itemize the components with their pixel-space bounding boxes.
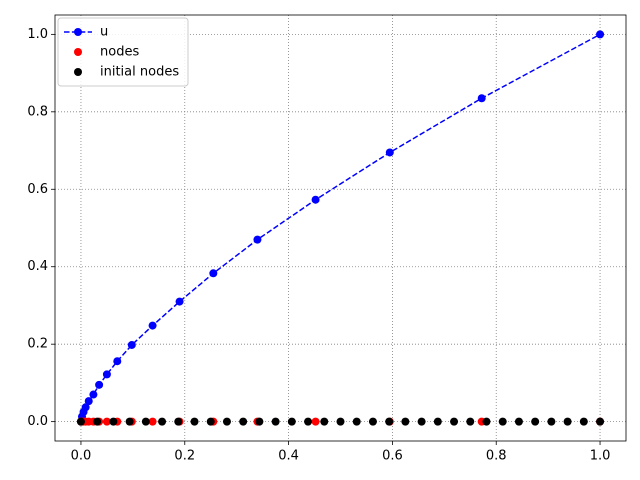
legend: u nodes initial nodes <box>57 17 189 87</box>
scatter-point <box>433 417 442 426</box>
y-tick-label: 1.0 <box>27 27 48 42</box>
x-tick-label: 0.0 <box>71 449 92 464</box>
scatter-point <box>385 417 394 426</box>
line-marker <box>209 269 218 278</box>
line-marker <box>175 297 184 306</box>
scatter-point <box>352 417 361 426</box>
scatter-point <box>141 417 150 426</box>
scatter-point <box>271 417 280 426</box>
legend-box <box>57 17 189 87</box>
scatter-point <box>336 417 345 426</box>
line <box>80 33 601 422</box>
scatter-point <box>450 417 459 426</box>
line-marker <box>102 370 111 379</box>
scatter-point <box>320 417 329 426</box>
scatter-point <box>174 417 183 426</box>
scatter-point <box>222 417 231 426</box>
scatter-point <box>93 417 102 426</box>
line-marker <box>127 340 136 349</box>
scatter-point <box>547 417 556 426</box>
x-tick-label: 0.8 <box>486 449 507 464</box>
scatter-point <box>102 417 111 426</box>
line-marker <box>385 148 394 157</box>
line-marker <box>95 380 104 389</box>
scatter-point <box>531 417 540 426</box>
y-tick-label: 0.6 <box>27 182 48 197</box>
scatter-point <box>498 417 507 426</box>
axes-frame <box>54 14 627 442</box>
scatter-point <box>148 417 157 426</box>
scatter-point <box>109 417 118 426</box>
y-tick-label: 0.0 <box>27 414 48 429</box>
x-tick-label: 0.4 <box>278 449 299 464</box>
scatter-point <box>255 417 264 426</box>
legend-marker <box>74 48 82 56</box>
line-marker <box>311 195 320 204</box>
scatter-point <box>482 417 491 426</box>
line-marker <box>148 321 157 330</box>
scatter-point <box>311 417 320 426</box>
scatter-point <box>401 417 410 426</box>
legend-marker <box>74 68 82 76</box>
x-tick-label: 0.2 <box>174 449 195 464</box>
scatter-point <box>466 417 475 426</box>
line-marker <box>596 30 605 39</box>
scatter-point <box>514 417 523 426</box>
scatter-point <box>304 417 313 426</box>
scatter-point <box>158 417 167 426</box>
scatter-point <box>563 417 572 426</box>
y-tick-label: 0.2 <box>27 337 48 352</box>
legend-label: initial nodes <box>100 65 179 80</box>
scatter-point <box>287 417 296 426</box>
line-marker <box>81 403 90 412</box>
scatter-point <box>368 417 377 426</box>
scatter-point <box>239 417 248 426</box>
scatter-point <box>206 417 215 426</box>
legend-label: u <box>100 25 108 40</box>
legend-label: nodes <box>100 45 139 60</box>
scatter-point <box>596 417 605 426</box>
x-tick-label: 0.6 <box>382 449 403 464</box>
scatter-point <box>417 417 426 426</box>
y-tick-label: 0.8 <box>27 104 48 119</box>
scatter-point <box>76 417 85 426</box>
y-tick-label: 0.4 <box>27 259 48 274</box>
x-tick-label: 1.0 <box>590 449 611 464</box>
line-marker <box>253 235 262 244</box>
line-marker <box>89 390 98 399</box>
line-marker <box>84 397 93 406</box>
scatter-point <box>579 417 588 426</box>
scatter-point <box>190 417 199 426</box>
line-marker <box>113 357 122 366</box>
line-marker <box>477 94 486 103</box>
legend-marker <box>74 28 82 36</box>
scatter-point <box>125 417 134 426</box>
